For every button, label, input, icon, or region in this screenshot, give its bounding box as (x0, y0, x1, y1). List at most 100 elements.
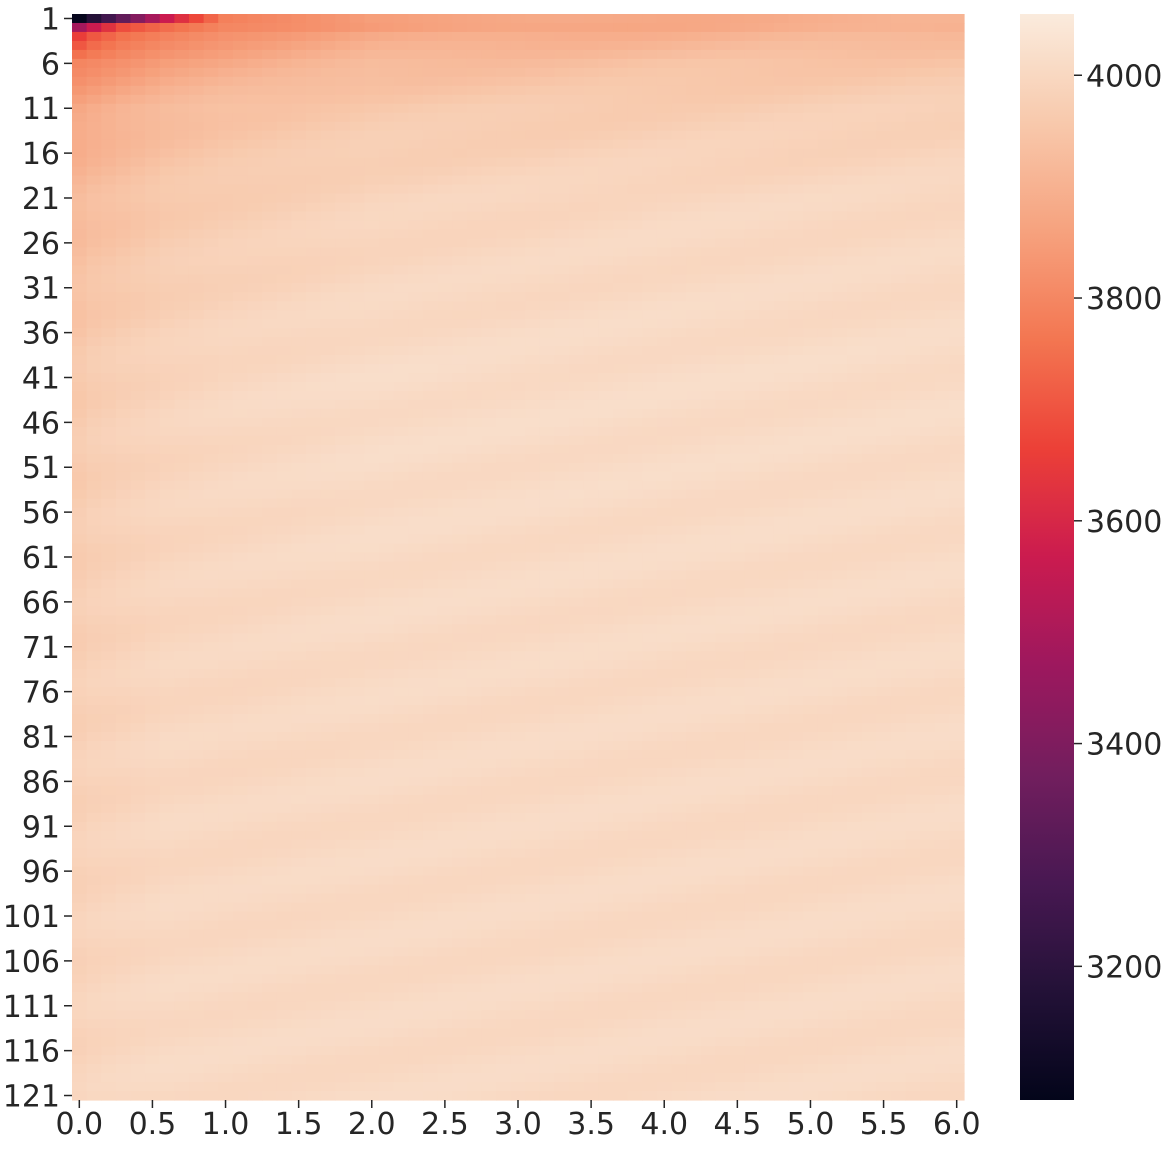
heatmap-cell (393, 103, 409, 114)
heatmap-cell (408, 112, 424, 123)
heatmap-cell (949, 615, 965, 625)
heatmap-cell (101, 579, 117, 590)
heatmap-cell (700, 373, 717, 383)
heatmap-cell (203, 597, 219, 607)
heatmap-cell (203, 67, 219, 78)
heatmap-cell (72, 49, 88, 60)
heatmap-cell (145, 49, 161, 60)
heatmap-cell (422, 283, 439, 293)
heatmap-cell (496, 579, 512, 590)
heatmap-cell (408, 408, 424, 419)
heatmap-cell (905, 40, 921, 51)
heatmap-cell (496, 480, 512, 491)
heatmap-cell (715, 14, 731, 24)
heatmap-cell (525, 453, 541, 464)
heatmap-cell (613, 651, 629, 661)
heatmap-cell (934, 238, 950, 248)
heatmap-cell (890, 373, 907, 383)
heatmap-cell (832, 399, 848, 410)
heatmap-cell (130, 175, 146, 186)
heatmap-cell (232, 588, 249, 598)
heatmap-cell (525, 265, 541, 275)
heatmap-cell (218, 660, 234, 670)
heatmap-cell (510, 67, 526, 78)
heatmap-cell (788, 175, 804, 186)
heatmap-cell (934, 94, 950, 105)
heatmap-cell (744, 561, 760, 572)
heatmap-cell (759, 651, 775, 661)
heatmap-cell (627, 696, 643, 706)
heatmap-cell (730, 67, 746, 78)
heatmap-cell (101, 678, 117, 688)
heatmap-cell (232, 624, 249, 634)
heatmap-cell (247, 31, 263, 42)
heatmap-cell (949, 534, 965, 545)
heatmap-cell (510, 229, 526, 239)
heatmap-cell (890, 588, 907, 598)
heatmap-cell (832, 319, 848, 329)
heatmap-cell (642, 94, 658, 105)
heatmap-cell (817, 597, 833, 607)
heatmap-cell (349, 373, 366, 383)
heatmap-cell (949, 552, 965, 563)
heatmap-cell (159, 283, 175, 293)
heatmap-cell (861, 561, 877, 572)
heatmap-cell (861, 157, 877, 168)
heatmap-cell (130, 390, 146, 401)
heatmap-cell (920, 696, 936, 706)
heatmap-cell (525, 651, 541, 661)
heatmap-cell (174, 40, 190, 51)
heatmap-cell (305, 229, 322, 239)
heatmap-cell (803, 319, 819, 329)
heatmap-cell (817, 732, 833, 742)
heatmap-cell (437, 570, 453, 581)
heatmap-cell (422, 319, 439, 329)
heatmap-cell (613, 543, 629, 554)
heatmap-cell (773, 471, 790, 482)
heatmap-cell (730, 552, 746, 563)
heatmap-cell (715, 346, 731, 356)
heatmap-cell (569, 229, 585, 239)
heatmap-cell (408, 67, 424, 78)
heatmap-cell (320, 40, 336, 51)
heatmap-cell (86, 58, 102, 69)
heatmap-cell (715, 130, 731, 141)
heatmap-cell (188, 381, 205, 392)
heatmap-cell (422, 139, 439, 150)
heatmap-cell (847, 471, 863, 482)
heatmap-cell (291, 139, 307, 150)
heatmap-cell (861, 516, 877, 527)
heatmap-cell (656, 256, 673, 266)
heatmap-cell (72, 274, 88, 284)
heatmap-cell (232, 534, 249, 545)
heatmap-cell (920, 67, 936, 78)
heatmap-cell (481, 85, 497, 96)
heatmap-cell (232, 489, 249, 500)
heatmap-cell (934, 669, 950, 679)
heatmap-cell (554, 714, 570, 724)
heatmap-cell (656, 238, 673, 248)
heatmap-cell (744, 139, 760, 150)
heatmap-cell (510, 22, 526, 33)
heatmap-cell (730, 489, 746, 500)
heatmap-cell (408, 319, 424, 329)
heatmap-cell (525, 14, 541, 24)
heatmap-cell (130, 310, 146, 320)
heatmap-cell (934, 319, 950, 329)
heatmap-cell (218, 220, 234, 231)
heatmap-cell (115, 220, 132, 231)
heatmap-cell (905, 193, 921, 204)
heatmap-cell (466, 184, 483, 195)
heatmap-cell (861, 94, 877, 105)
heatmap-cell (803, 94, 819, 105)
heatmap-cell (262, 408, 278, 419)
heatmap-cell (949, 184, 965, 195)
heatmap-cell (130, 453, 146, 464)
heatmap-cell (379, 175, 395, 186)
heatmap-cell (817, 103, 833, 114)
heatmap-cell (349, 597, 366, 607)
heatmap-cell (466, 202, 483, 213)
heatmap-cell (788, 453, 804, 464)
heatmap-cell (598, 498, 614, 509)
heatmap-cell (349, 139, 366, 150)
